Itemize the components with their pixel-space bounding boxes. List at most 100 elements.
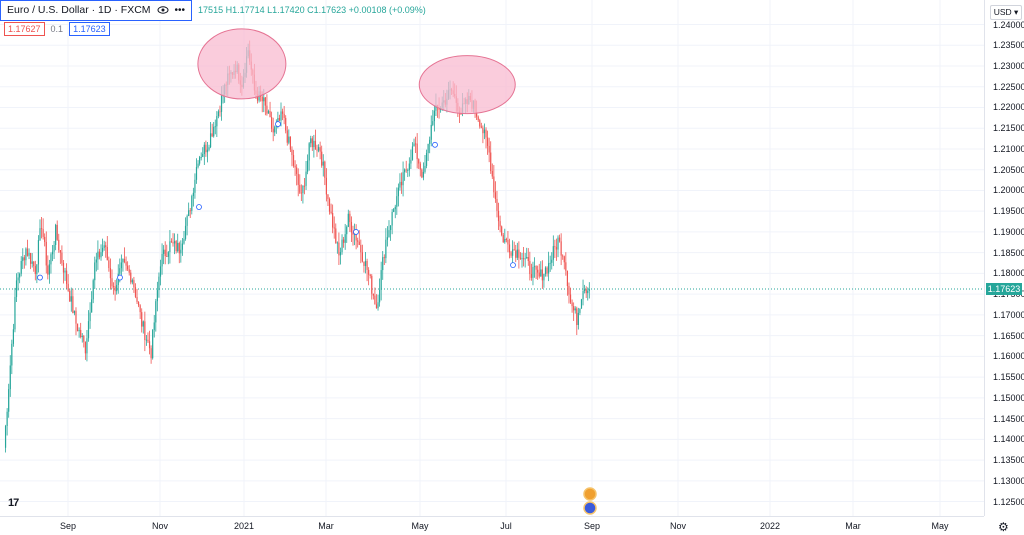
candle-body [438,107,440,110]
candle-body [429,139,431,144]
candle-body [22,257,24,262]
candle-body [161,253,163,267]
candle-body [510,252,512,256]
candle-body [324,161,326,178]
candle-body [217,111,220,117]
candle-body [485,129,487,138]
candle-body [26,248,29,256]
candle-body [397,187,399,197]
candle-body [515,250,517,258]
input-price-red[interactable]: 1.17627 [4,22,45,36]
candle-body [518,249,520,258]
candle-body [213,126,215,137]
candle-body [23,257,25,261]
candle-body [421,169,423,178]
candle-body [31,261,33,264]
candle-body [141,312,143,327]
event-marker-icon [353,229,359,235]
candle-body [285,117,287,131]
chart-pane[interactable]: Euro / U.S. Dollar · 1D · FXCM ••• 17515… [0,0,984,516]
candle-body [332,213,334,228]
time-tick-label: Sep [583,521,601,531]
input-price-blue[interactable]: 1.17623 [69,22,110,36]
more-icon[interactable]: ••• [174,4,186,16]
candle-body [11,343,13,366]
input-step[interactable]: 0.1 [50,24,64,34]
candle-body [386,237,389,240]
candle-body [371,275,373,294]
candle-body [81,336,83,338]
price-tick-label: 1.18000 [993,268,1024,279]
candle-body [34,265,36,274]
candle-body [64,270,66,273]
candle-body [12,329,14,344]
candle-body [532,267,534,278]
candle-body [374,295,376,305]
candle-body [433,110,435,122]
candle-body [540,269,542,277]
price-tick-label: 1.14500 [993,413,1024,424]
candle-body [496,198,498,211]
candle-body [480,126,482,128]
price-tick-label: 1.23000 [993,61,1024,71]
candle-body [167,252,169,257]
candle-body [321,151,323,166]
candle-body [291,149,293,156]
candle-body [219,111,221,113]
eye-icon[interactable] [157,4,169,16]
candlestick-chart[interactable] [0,0,984,516]
candle-body [30,252,32,264]
candle-body [103,245,105,248]
price-tick-label: 1.18500 [993,247,1024,258]
candle-body [314,140,317,150]
candle-body [178,243,180,254]
candle-body [569,294,572,303]
candle-body [216,116,218,127]
candle-body [357,240,359,242]
candle-body [308,143,310,161]
candle-body [280,111,282,121]
candle-body [159,266,162,277]
candle-body [416,143,418,160]
symbol-title[interactable]: Euro / U.S. Dollar · 1D · FXCM ••• [0,0,193,21]
candle-body [70,296,72,302]
candle-body [432,121,434,125]
candle-body [491,171,493,177]
candle-body [50,254,52,265]
price-tick-label: 1.20500 [993,164,1024,175]
candle-body [152,329,154,359]
gear-icon[interactable]: ⚙ [998,520,1009,534]
candle-body [377,302,379,309]
candle-body [297,173,299,185]
candle-body [153,322,155,330]
candle-body [379,289,381,303]
candle-body [136,296,138,302]
candle-body [413,143,415,147]
candle-body [396,196,398,207]
candle-body [529,261,531,275]
candle-body [166,256,168,257]
candle-body [67,283,69,291]
price-axis[interactable]: 1.24000 1.23500 1.23000 1.22500 1.22000 1.215… [984,0,1024,516]
candle-body [400,181,403,186]
candle-body [522,258,525,260]
candle-body [360,244,362,253]
candle-body [508,244,511,253]
candle-body [493,176,495,193]
candle-body [173,241,176,244]
candle-body [422,171,425,178]
candle-body [490,152,492,172]
candle-body [303,185,306,187]
time-tick-label: 2022 [759,521,781,531]
candle-body [477,116,479,121]
time-axis[interactable]: Sep Nov 2021 Mar May Jul Sep Nov 2022 Mar May [0,516,984,535]
candle-body [391,211,393,226]
candle-body [512,249,514,256]
price-tick-label: 1.14000 [993,434,1024,445]
currency-selector[interactable]: USD ▾ [990,5,1022,20]
candle-body [519,257,522,259]
highlight-ellipse [418,55,516,115]
candle-body [505,238,507,240]
candle-body [300,192,302,194]
highlight-ellipse [197,28,287,100]
